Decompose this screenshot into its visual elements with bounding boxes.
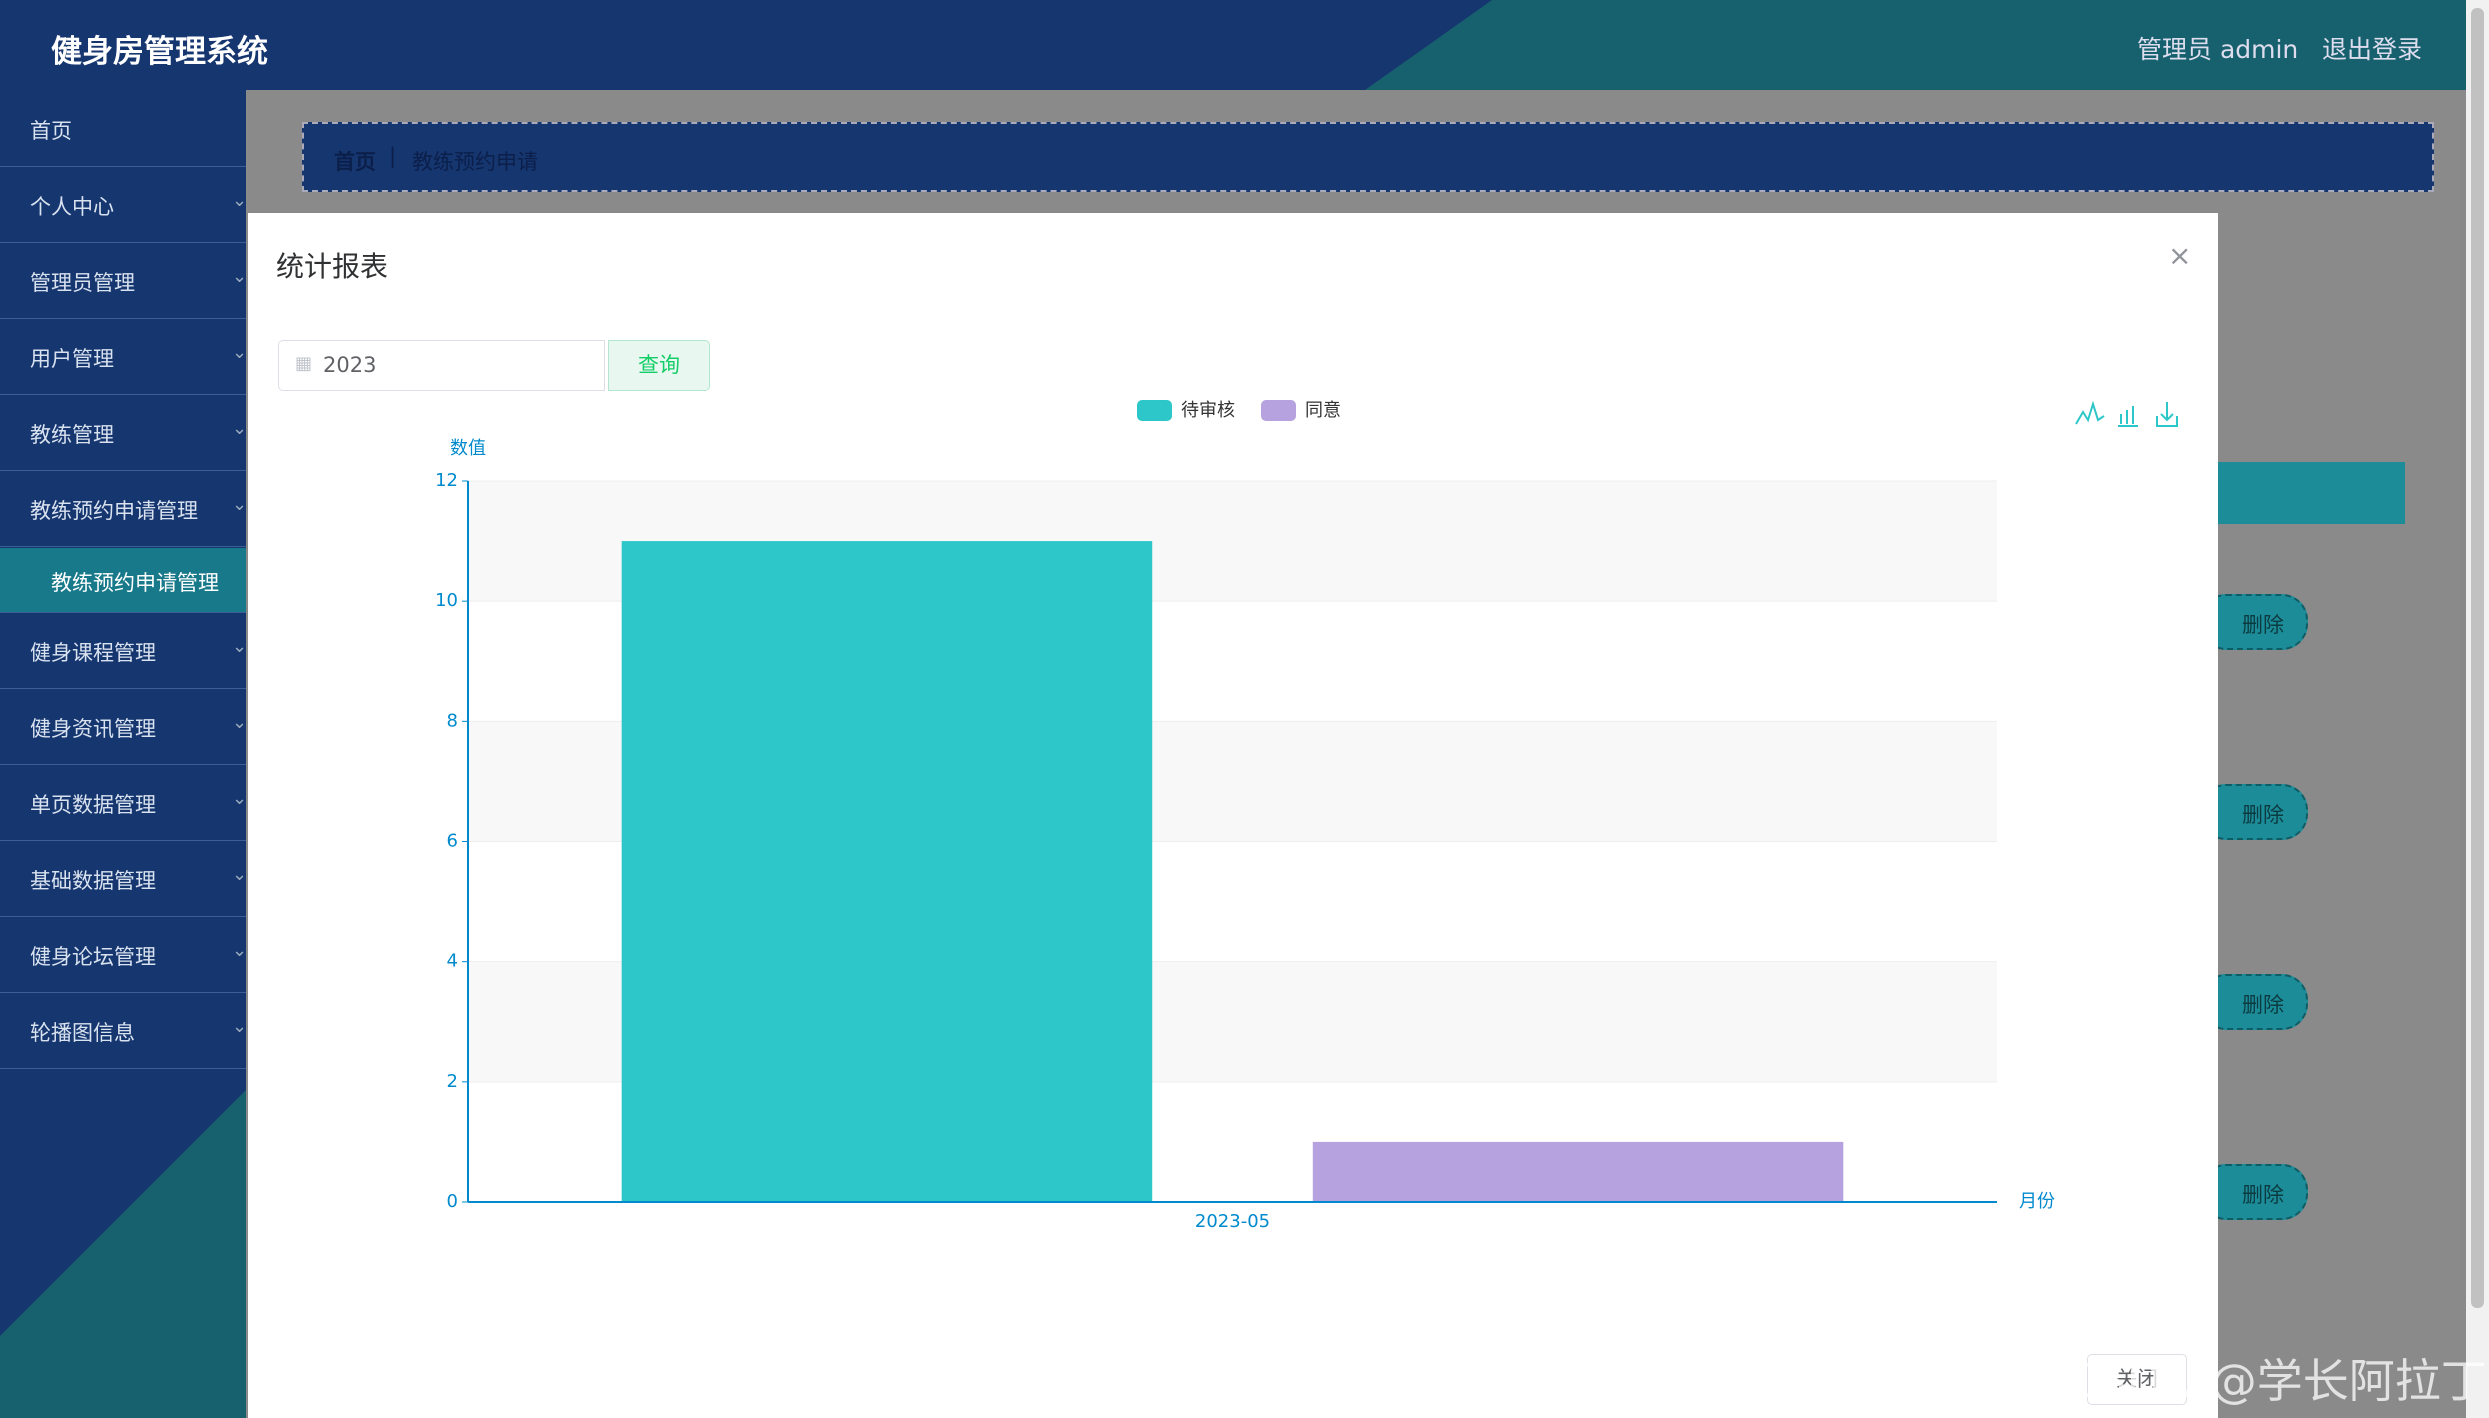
menu-label: 教练预约申请管理 — [51, 571, 219, 595]
menu-arrow: ⌄ — [232, 418, 246, 439]
delete-label: 删除 — [2242, 613, 2284, 637]
menu-item[interactable]: 教练管理 ⌄ — [0, 394, 246, 471]
menu-subitem[interactable]: 教练预约申请管理 — [0, 548, 246, 613]
logout[interactable]: 退出登录 — [2322, 35, 2423, 64]
bar — [621, 541, 1153, 1202]
app-title: 健身房管理系统 — [51, 34, 268, 70]
menu-item[interactable]: 首页 — [0, 90, 246, 167]
delete-label: 删除 — [2242, 993, 2284, 1017]
menu-arrow: ⌄ — [232, 788, 246, 809]
menu-arrow: ⌄ — [232, 190, 246, 211]
tool-save[interactable] — [2156, 402, 2178, 427]
y-tick-label: 0 — [447, 1191, 458, 1212]
dialog-title: 统计报表 — [276, 250, 389, 283]
delete-label: 删除 — [2242, 1183, 2284, 1207]
menu-label: 健身论坛管理 — [30, 945, 156, 969]
menu-item[interactable]: 单页数据管理 ⌄ — [0, 764, 246, 841]
menu-arrow: ⌄ — [232, 636, 246, 657]
menu-label: 健身课程管理 — [30, 641, 156, 665]
bar — [1312, 1141, 1844, 1202]
scrollbar — [2466, 0, 2489, 1418]
menu-arrow: ⌄ — [232, 266, 246, 287]
crumb-home[interactable]: 首页 — [334, 150, 376, 174]
legend-swatch — [1261, 400, 1296, 421]
delete-button[interactable]: 删除 — [2200, 974, 2308, 1030]
menu-label: 单页数据管理 — [30, 793, 156, 817]
menu-item[interactable]: 用户管理 ⌄ — [0, 318, 246, 395]
x-axis-name: 月份 — [2019, 1191, 2055, 1212]
header: 健身房管理系统 管理员 admin 退出登录 — [0, 0, 2489, 90]
menu-item[interactable]: 个人中心 ⌄ — [0, 166, 246, 243]
table-header — [2218, 462, 2405, 524]
menu-item[interactable]: 健身论坛管理 ⌄ — [0, 916, 246, 993]
menu-arrow: ⌄ — [232, 1016, 246, 1037]
legend-swatch — [1137, 400, 1172, 421]
breadcrumb: 首页 | 教练预约申请 — [302, 122, 2434, 192]
sidebar: 首页 个人中心 ⌄ 管理员管理 ⌄ 用户管理 ⌄ 教练管理 ⌄ 教练预约申请管理 ⌄ 教练预约申请管理… — [0, 90, 246, 1418]
user-name: 管理员 admin — [2137, 35, 2299, 64]
menu-item[interactable]: 管理员管理 ⌄ — [0, 242, 246, 319]
close-button[interactable]: 关闭 — [2087, 1354, 2187, 1405]
y-tick-label: 2 — [447, 1071, 458, 1092]
legend-label: 同意 — [1305, 400, 1341, 421]
menu-label: 教练预约申请管理 — [30, 499, 198, 523]
close-icon[interactable]: × — [2168, 239, 2192, 272]
menu-arrow: ⌄ — [232, 940, 246, 961]
menu-arrow: ⌄ — [232, 494, 246, 515]
menu-label: 健身资讯管理 — [30, 717, 156, 741]
delete-button[interactable]: 删除 — [2200, 784, 2308, 840]
menu-label: 个人中心 — [30, 195, 114, 219]
menu-item[interactable]: 健身资讯管理 ⌄ — [0, 688, 246, 765]
menu-item[interactable]: 教练预约申请管理 ⌄ — [0, 470, 246, 547]
tool-line[interactable] — [2075, 400, 2105, 425]
menu-item[interactable]: 健身课程管理 ⌄ — [0, 612, 246, 689]
menu-item[interactable]: 轮播图信息 ⌄ — [0, 992, 246, 1069]
calendar-icon: ▦ — [295, 353, 313, 374]
menu-label: 基础数据管理 — [30, 869, 156, 893]
menu-label: 用户管理 — [30, 347, 114, 371]
crumb-current: 教练预约申请 — [412, 150, 538, 174]
menu-label: 教练管理 — [30, 423, 114, 447]
y-tick-label: 6 — [447, 831, 458, 852]
watermark: CSDN @学长阿拉丁 — [2065, 1354, 2487, 1408]
sidebar-deco — [0, 1090, 246, 1418]
date-input[interactable]: ▦ 2023 — [278, 340, 605, 391]
tool-bar[interactable] — [2118, 406, 2138, 427]
menu-label: 管理员管理 — [30, 271, 135, 295]
y-tick-label: 4 — [447, 951, 458, 972]
legend-label: 待审核 — [1181, 400, 1235, 421]
x-tick-label: 2023-05 — [1195, 1211, 1270, 1232]
query-button[interactable]: 查询 — [608, 340, 710, 391]
y-tick-label: 10 — [435, 590, 458, 611]
y-axis-name: 数值 — [450, 438, 486, 459]
menu-item[interactable]: 基础数据管理 ⌄ — [0, 840, 246, 917]
menu-label: 首页 — [30, 119, 72, 143]
menu-arrow: ⌄ — [232, 864, 246, 885]
delete-label: 删除 — [2242, 803, 2284, 827]
scroll-thumb[interactable] — [2471, 8, 2484, 1308]
y-tick-label: 8 — [447, 710, 458, 731]
menu-arrow: ⌄ — [232, 342, 246, 363]
y-tick-label: 12 — [435, 470, 458, 491]
date-value: 2023 — [323, 353, 377, 377]
menu-label: 轮播图信息 — [30, 1021, 135, 1045]
menu-arrow: ⌄ — [232, 712, 246, 733]
header-deco — [1365, 0, 2489, 90]
crumb-sep: | — [389, 144, 397, 168]
toolbox — [2075, 400, 2178, 427]
